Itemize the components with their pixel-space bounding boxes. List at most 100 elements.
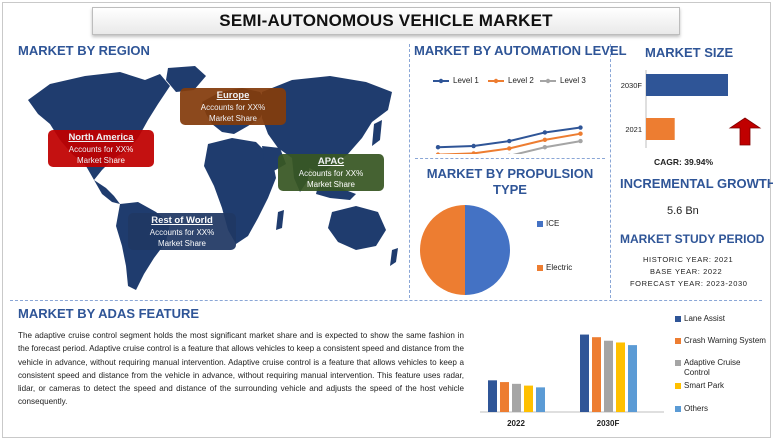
legend-level-2-marker bbox=[488, 78, 504, 83]
adas-legend-label-2: Crash Warning System bbox=[684, 336, 766, 345]
callout-apac-line2: Market Share bbox=[306, 180, 356, 189]
callout-north-america: North America Accounts for XX% Market Sh… bbox=[48, 130, 154, 167]
divider-vertical-2 bbox=[610, 44, 611, 298]
legend-level-1-marker bbox=[433, 78, 449, 83]
adas-legend-item-4: Smart Park bbox=[675, 381, 766, 391]
line-point-1-3 bbox=[507, 138, 512, 144]
line-point-1-5 bbox=[578, 125, 583, 130]
propulsion-heading-line2: TYPE bbox=[493, 182, 527, 197]
map-new-zealand bbox=[390, 248, 398, 266]
adas-category-2022: 2022 bbox=[507, 419, 525, 428]
automation-line-chart bbox=[435, 125, 583, 154]
line-point-2-4 bbox=[542, 137, 548, 143]
legend-level-1: Level 1 bbox=[433, 76, 479, 85]
cagr-text: CAGR: 39.94% bbox=[654, 157, 713, 167]
line-point-1-2 bbox=[471, 143, 476, 149]
line-point-1-1 bbox=[435, 145, 441, 150]
adas-bar-2022-3 bbox=[512, 383, 521, 412]
adas-bar-2022-4 bbox=[524, 385, 533, 412]
divider-horizontal-mid bbox=[415, 158, 605, 159]
callout-europe-line2: Market Share bbox=[208, 114, 258, 123]
pie-slice-ice bbox=[465, 205, 510, 295]
map-north-america bbox=[28, 72, 170, 180]
callout-rest-of-world-line1: Accounts for XX% bbox=[149, 228, 215, 237]
pie-slice-electric bbox=[420, 205, 465, 295]
callout-rest-of-world: Rest of World Accounts for XX% Market Sh… bbox=[128, 213, 236, 250]
adas-bar-2022-1 bbox=[488, 380, 497, 412]
callout-apac-line1: Accounts for XX% bbox=[298, 169, 364, 178]
adas-heading: MARKET BY ADAS FEATURE bbox=[18, 306, 200, 321]
legend-electric-label: Electric bbox=[546, 263, 573, 272]
title-banner: SEMI-AUTONOMOUS VEHICLE MARKET bbox=[92, 7, 680, 35]
adas-legend-swatch-2 bbox=[675, 338, 681, 344]
adas-bar-chart: 2022 2030F bbox=[480, 334, 664, 428]
adas-legend-swatch-4 bbox=[675, 383, 681, 389]
adas-legend-label-1: Lane Assist bbox=[684, 314, 725, 323]
map-central-america bbox=[94, 180, 120, 204]
callout-rest-of-world-name: Rest of World bbox=[151, 215, 213, 226]
legend-electric: Electric bbox=[537, 263, 572, 272]
region-heading: MARKET BY REGION bbox=[18, 43, 150, 58]
adas-legend-swatch-1 bbox=[675, 316, 681, 322]
line-point-2-3 bbox=[507, 146, 512, 151]
map-asia bbox=[262, 76, 392, 174]
adas-bar-2030f-3 bbox=[604, 340, 613, 412]
adas-legend-item-3: Adaptive Cruise Control bbox=[675, 358, 766, 378]
legend-level-3: Level 3 bbox=[540, 76, 586, 85]
map-japan bbox=[372, 120, 382, 146]
market-size-label-2021: 2021 bbox=[625, 125, 642, 134]
adas-bar-2030f-4 bbox=[616, 342, 625, 412]
adas-legend-item-1: Lane Assist bbox=[675, 314, 766, 324]
adas-bar-2030f-5 bbox=[628, 345, 637, 412]
forecast-year: FORECAST YEAR: 2023-2030 bbox=[630, 279, 748, 288]
line-point-2-5 bbox=[578, 131, 583, 136]
callout-europe-name: Europe bbox=[216, 90, 250, 101]
callout-north-america-line1: Accounts for XX% bbox=[68, 145, 134, 154]
callout-apac: APAC Accounts for XX% Market Share bbox=[278, 154, 384, 191]
line-point-3-4 bbox=[542, 145, 548, 150]
adas-bar-2030f-2 bbox=[592, 337, 601, 412]
callout-europe: Europe Accounts for XX% Market Share bbox=[180, 88, 286, 125]
adas-bar-2030f-1 bbox=[580, 334, 589, 412]
map-africa bbox=[204, 138, 276, 244]
line-point-2-1 bbox=[435, 152, 441, 154]
adas-bar-2022-5 bbox=[536, 387, 545, 412]
line-point-3-5 bbox=[578, 138, 583, 144]
base-year: BASE YEAR: 2022 bbox=[650, 267, 723, 276]
adas-legend-swatch-3 bbox=[675, 360, 681, 366]
study-period-heading: MARKET STUDY PERIOD bbox=[620, 232, 765, 246]
historic-year: HISTORIC YEAR: 2021 bbox=[643, 255, 734, 264]
propulsion-pie-chart bbox=[420, 205, 510, 295]
market-size-bar-2021 bbox=[646, 118, 675, 140]
market-size-chart: 2030F 2021 bbox=[621, 70, 762, 148]
market-size-heading: MARKET SIZE bbox=[645, 45, 734, 60]
legend-ice-label: ICE bbox=[546, 219, 560, 228]
legend-level-1-label: Level 1 bbox=[453, 76, 479, 85]
adas-legend-item-5: Others bbox=[675, 404, 766, 414]
callout-rest-of-world-line2: Market Share bbox=[157, 239, 207, 248]
growth-arrow-icon bbox=[728, 117, 762, 146]
legend-level-2: Level 2 bbox=[488, 76, 534, 85]
legend-level-2-label: Level 2 bbox=[508, 76, 534, 85]
callout-europe-line1: Accounts for XX% bbox=[200, 103, 266, 112]
adas-category-2030f: 2030F bbox=[597, 419, 620, 428]
automation-heading: MARKET BY AUTOMATION LEVEL bbox=[414, 43, 627, 58]
adas-legend-label-5: Others bbox=[684, 404, 709, 413]
legend-ice-swatch bbox=[537, 220, 543, 227]
callout-north-america-name: North America bbox=[68, 132, 134, 143]
adas-bar-2022-2 bbox=[500, 382, 509, 412]
market-size-label-2030f: 2030F bbox=[621, 81, 643, 90]
callout-north-america-line2: Market Share bbox=[76, 156, 126, 165]
legend-electric-swatch bbox=[537, 264, 543, 271]
adas-paragraph: The adaptive cruise control segment hold… bbox=[18, 331, 464, 407]
legend-level-3-marker bbox=[540, 78, 556, 83]
propulsion-heading-line1: MARKET BY PROPULSION bbox=[426, 166, 594, 181]
propulsion-heading: MARKET BY PROPULSION TYPE bbox=[415, 166, 605, 198]
divider-horizontal-main bbox=[10, 300, 762, 301]
cagr-value: 39.94% bbox=[684, 157, 714, 167]
adas-legend-label-4: Smart Park bbox=[684, 381, 725, 390]
incremental-value: 5.6 Bn bbox=[667, 205, 699, 217]
page-title: SEMI-AUTONOMOUS VEHICLE MARKET bbox=[219, 11, 553, 30]
callout-apac-name: APAC bbox=[317, 156, 345, 167]
